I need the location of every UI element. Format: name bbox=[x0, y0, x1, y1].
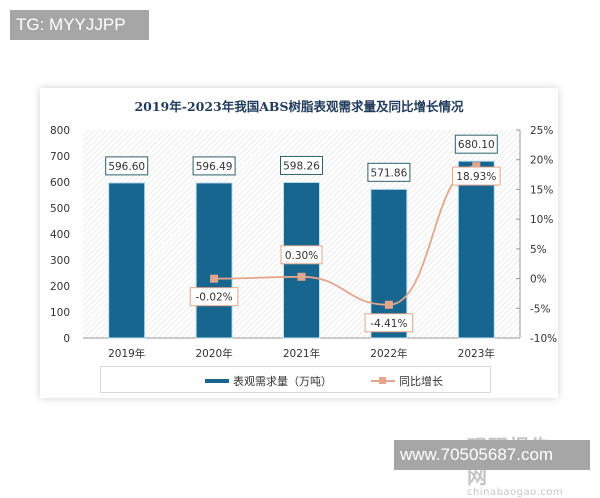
x-tick: 2020年 bbox=[195, 347, 232, 360]
x-tick: 2019年 bbox=[108, 347, 145, 360]
y-right-tick: -10% bbox=[530, 333, 557, 345]
bar bbox=[108, 182, 146, 339]
growth-marker bbox=[210, 274, 219, 283]
legend-item-demand: 表观需求量（万吨） bbox=[205, 373, 332, 389]
growth-value-label-box bbox=[364, 313, 414, 333]
chart-title: 2019年-2023年我国ABS树脂表观需求量及同比增长情况 bbox=[134, 99, 464, 114]
logo-en: chinabaogao.com bbox=[467, 487, 564, 498]
y-left-tick: 400 bbox=[50, 229, 70, 241]
growth-marker bbox=[472, 162, 481, 171]
growth-value-label-box bbox=[189, 287, 239, 307]
legend-label-growth: 同比增长 bbox=[399, 375, 443, 388]
y-right-tick: 25% bbox=[530, 125, 553, 137]
bar-value-label-box bbox=[280, 155, 323, 175]
y-left-tick: 600 bbox=[50, 177, 70, 189]
x-tick: 2023年 bbox=[458, 347, 495, 360]
y-left-tick: 100 bbox=[50, 307, 70, 319]
legend-bar-swatch bbox=[205, 379, 229, 383]
y-left-tick: 200 bbox=[50, 281, 70, 293]
y-left-tick: 300 bbox=[50, 255, 70, 267]
growth-marker bbox=[297, 272, 306, 281]
bar-value-label: 680.10 bbox=[458, 139, 495, 151]
bar-value-label-box bbox=[105, 156, 149, 176]
legend-label-demand: 表观需求量（万吨） bbox=[233, 375, 332, 388]
y-left-tick: 500 bbox=[50, 203, 70, 215]
x-tick: 2022年 bbox=[370, 347, 407, 360]
x-tick: 2021年 bbox=[283, 347, 320, 360]
growth-value-label: 0.30% bbox=[285, 250, 318, 262]
bar-value-label: 596.49 bbox=[196, 161, 233, 173]
growth-value-label-box bbox=[280, 245, 323, 265]
y-right-tick: 15% bbox=[530, 184, 553, 196]
growth-value-label: 18.93% bbox=[456, 171, 496, 183]
bar-value-label: 596.60 bbox=[108, 161, 145, 173]
bar-value-label-box bbox=[454, 134, 498, 154]
y-left-tick: 800 bbox=[50, 125, 70, 137]
y-right-tick: 10% bbox=[530, 214, 553, 226]
bar bbox=[195, 182, 233, 339]
bar bbox=[370, 188, 408, 339]
bar-value-label: 598.26 bbox=[283, 160, 320, 172]
y-right-tick: -5% bbox=[530, 303, 550, 315]
bar-value-label: 571.86 bbox=[371, 167, 408, 179]
bar bbox=[457, 160, 495, 339]
chart-plot: 0 100 200 300 400 500 600 700 800 -10% -5% 0% 5% 10% 1… bbox=[50, 125, 557, 360]
chart-card: 2019年-2023年我国ABS树脂表观需求量及同比增长情况 0 100 200 30… bbox=[40, 88, 563, 498]
legend-item-growth: 同比增长 bbox=[371, 373, 443, 389]
bar-value-label-box bbox=[367, 162, 411, 182]
growth-value-label: -0.02% bbox=[196, 292, 233, 304]
growth-line bbox=[214, 165, 477, 306]
watermark-tag: TG: MYYJJPP bbox=[10, 10, 149, 40]
y-right-tick: 20% bbox=[530, 155, 553, 167]
chart-legend: 表观需求量（万吨） 同比增长 bbox=[100, 366, 491, 393]
growth-value-label-box bbox=[452, 166, 501, 186]
bar-value-label-box bbox=[192, 156, 236, 176]
y-right-tick: 5% bbox=[530, 244, 547, 256]
growth-marker bbox=[384, 300, 393, 309]
watermark-url: www.70505687.com bbox=[394, 440, 590, 470]
y-right-tick: 0% bbox=[530, 274, 547, 286]
y-left-tick: 700 bbox=[50, 151, 70, 163]
legend-line-swatch bbox=[371, 377, 395, 384]
y-left-tick: 0 bbox=[63, 333, 70, 345]
growth-value-label: -4.41% bbox=[370, 318, 407, 330]
